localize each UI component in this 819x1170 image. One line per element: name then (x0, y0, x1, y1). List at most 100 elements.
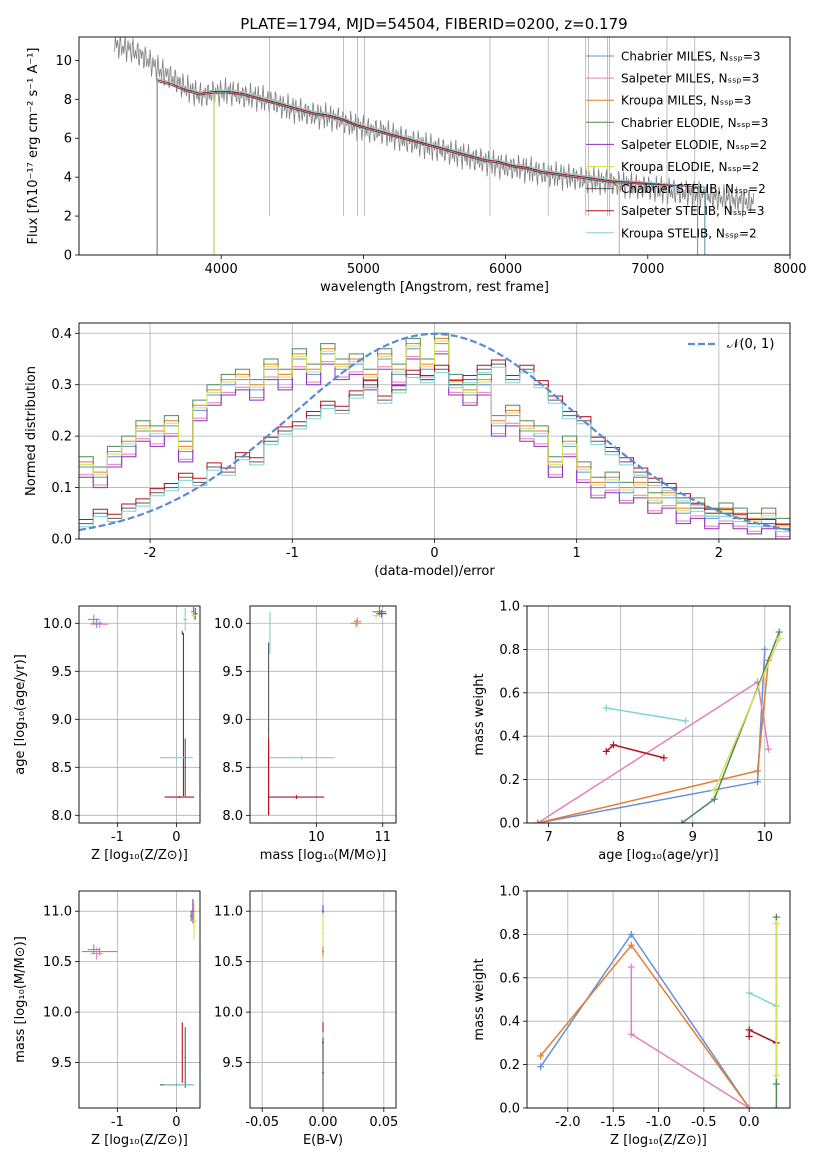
x-axis-label: wavelength [Angstrom, rest frame] (320, 280, 549, 295)
mass-ebv-marker-3 (322, 946, 324, 957)
y-tick-label: 0.0 (499, 1102, 520, 1117)
model-spectrum-9 (156, 77, 706, 255)
x-tick-label: -1 (286, 546, 299, 561)
x-tick-label: 4000 (205, 262, 238, 277)
spectrum-title: PLATE=1794, MJD=54504, FIBERID=0200, z=0… (240, 15, 627, 33)
y-tick-label: 0.6 (499, 971, 520, 986)
legend-label: Chabrier MILES, Nₛₛₚ=3 (621, 50, 761, 64)
weight-z-line-5 (748, 1028, 777, 1044)
plot-area-mass-vs-ebv (322, 905, 324, 1108)
x-tick-label: 8000 (773, 262, 806, 277)
legend-label: Kroupa ELODIE, Nₛₛₚ=2 (621, 160, 759, 174)
x-axis-label: age [log₁₀(age/yr)] (598, 848, 719, 863)
age-mass-marker-8 (268, 755, 335, 760)
x-tick-label: -0.05 (245, 1115, 279, 1130)
age-z-marker-2 (90, 620, 109, 629)
x-tick-label: 1 (573, 546, 581, 561)
panel-weight-vs-age: 7 8 9 10 0.0 0.2 0.4 0.6 0.8 1.0 age [log₁₀(age/yr… (472, 600, 791, 863)
y-tick-label: 10 (55, 54, 72, 69)
axes-frame (78, 605, 201, 824)
x-axis-label: mass [log₁₀(M/M⊙)] (260, 848, 387, 863)
weight-z-line-4 (748, 992, 777, 1007)
age-z-marker-12 (184, 738, 186, 797)
y-tick-label: 10.0 (43, 617, 72, 632)
mass-z-marker-8 (184, 1027, 186, 1088)
axes-frame (526, 890, 791, 1109)
y-tick-label: 0.8 (499, 643, 520, 658)
y-tick-label: 0.2 (499, 773, 520, 788)
y-tick-label: 0.2 (51, 430, 72, 445)
y-tick-label: 4 (64, 171, 72, 186)
y-tick-label: 10.0 (214, 617, 243, 632)
gaussian-curve (79, 332, 790, 532)
age-z-marker-10 (159, 755, 193, 760)
x-tick-label: 10 (757, 830, 774, 845)
x-tick-label: 2 (715, 546, 723, 561)
panel-residuals: -2 -1 0 1 2 0.0 0.1 0.2 0.3 0.4 (data-model)/error… (24, 322, 791, 579)
age-mass-marker-2 (353, 617, 362, 626)
x-tick-label: 8 (617, 830, 625, 845)
y-tick-label: 10.0 (214, 1006, 243, 1021)
y-tick-label: 2 (64, 210, 72, 225)
y-tick-label: 1.0 (499, 885, 520, 900)
legend-label: 𝒩(0, 1) (727, 337, 774, 352)
y-tick-label: 9.0 (51, 713, 72, 728)
panel-age-vs-Z: -1 0 8.0 8.5 9.0 9.5 10.0 Z [log₁₀(Z/Z⊙)] age [l… (13, 605, 201, 863)
histogram-kroupa-elodie (79, 340, 790, 527)
weight-z-line-2 (540, 944, 750, 1108)
x-axis-label: Z [log₁₀(Z/Z⊙)] (610, 1133, 707, 1148)
y-tick-label: 11.0 (43, 905, 72, 920)
age-mass-marker-5 (372, 611, 381, 620)
age-mass-marker-3 (372, 606, 387, 617)
y-tick-label: 9.0 (222, 713, 243, 728)
legend-label: Chabrier STELIB, Nₛₛₚ=2 (621, 182, 766, 196)
y-tick-label: 0.1 (51, 481, 72, 496)
histogram-salpeter-stelib (79, 359, 790, 526)
mass-z-marker-2 (81, 947, 118, 956)
y-tick-label: 0.8 (499, 928, 520, 943)
x-tick-label: -1 (111, 1115, 124, 1130)
age-mass-marker-6 (269, 611, 271, 655)
age-mass-marker-4 (376, 609, 387, 618)
axes-frame (78, 322, 791, 540)
y-tick-label: 1.0 (499, 600, 520, 615)
y-tick-label: 10.5 (214, 955, 243, 970)
x-tick-label: 0 (172, 830, 180, 845)
y-tick-label: 9.5 (51, 665, 72, 680)
y-tick-label: 0 (64, 249, 72, 264)
y-tick-label: 6 (64, 132, 72, 147)
x-tick-label: -1.5 (600, 1115, 625, 1130)
age-z-marker-7 (183, 607, 188, 631)
panel-weight-vs-Z: -2.0 -1.5 -1.0 -0.5 0.0 0.0 0.2 0.4 0.6 0.8 1.0 Z [… (472, 885, 791, 1148)
model-spectrum-2 (156, 79, 699, 255)
x-axis-label: E(B-V) (303, 1133, 343, 1148)
weight-age-line-6 (606, 707, 686, 722)
y-tick-label: 0.6 (499, 686, 520, 701)
histogram-chabrier-stelib (79, 363, 790, 530)
mass-z-marker-7 (181, 1022, 183, 1083)
y-tick-label: 8.5 (51, 761, 72, 776)
model-spectrum-7 (156, 80, 706, 255)
plot-area-age-vs-mass (267, 606, 387, 816)
age-z-marker-6 (191, 610, 197, 621)
panel-mass-vs-ebv: -0.05 0.00 0.05 9.5 10.0 10.5 11.0 E(B-V) (214, 890, 398, 1148)
y-tick-label: 8 (64, 93, 72, 108)
model-spectrum-1 (156, 80, 699, 255)
age-mass-marker-9 (268, 795, 325, 799)
x-tick-label: 0 (430, 546, 438, 561)
weight-age-line-3 (537, 660, 770, 823)
axes-frame (526, 605, 791, 824)
legend-label: Salpeter STELIB, Nₛₛₚ=3 (621, 204, 765, 218)
x-axis-label: Z [log₁₀(Z/Z⊙)] (91, 1133, 188, 1148)
plot-area-age-vs-Z (87, 606, 198, 799)
y-tick-label: 11.0 (214, 905, 243, 920)
x-tick-label: 7000 (631, 262, 664, 277)
model-spectrum-3 (156, 77, 699, 255)
y-tick-label: 0.4 (51, 327, 72, 342)
y-tick-label: 10.5 (43, 955, 72, 970)
y-axis-label: mass weight (472, 958, 487, 1040)
age-z-marker-9 (182, 632, 185, 797)
weight-z-line-3 (630, 967, 750, 1108)
mass-z-marker-10 (164, 1083, 195, 1086)
